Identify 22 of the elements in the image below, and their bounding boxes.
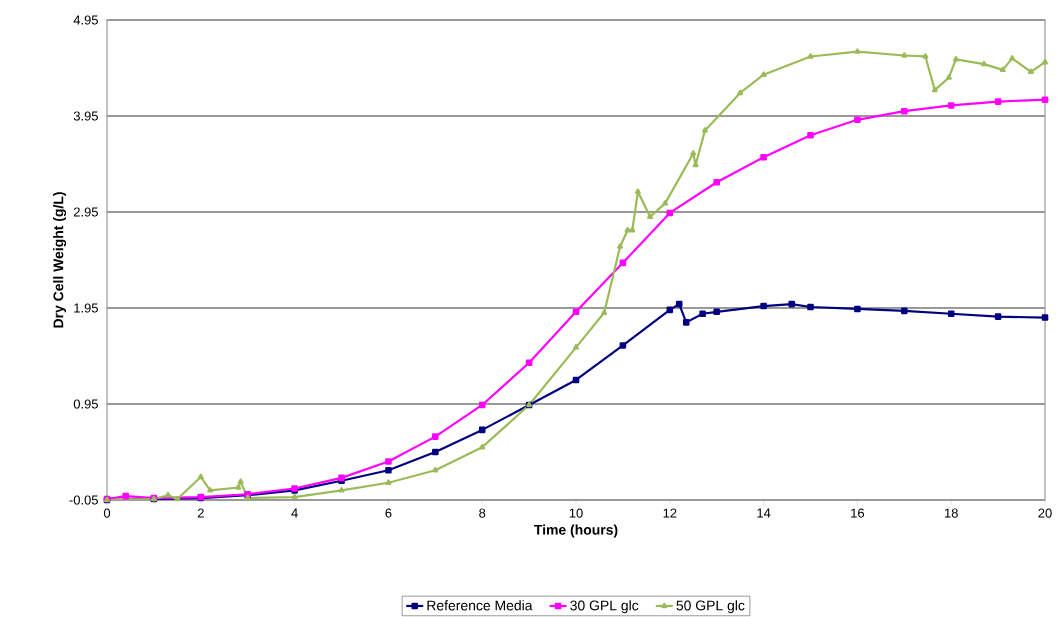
x-tick-label: 18: [944, 508, 958, 518]
x-tick-label: 16: [851, 508, 865, 518]
legend-label: 50 GPL glc: [676, 600, 745, 614]
x-tick-label: 8: [479, 508, 486, 518]
x-tick-label: 12: [663, 508, 677, 518]
y-tick-label: 3.95: [73, 111, 98, 121]
y-tick-label: 4.95: [73, 15, 98, 25]
legend-label: 30 GPL glc: [570, 600, 639, 614]
x-tick-label: 20: [1038, 508, 1052, 518]
x-tick-label: 10: [569, 508, 583, 518]
x-tick-label: 0: [103, 508, 111, 518]
x-tick-label: 2: [197, 508, 204, 518]
y-tick-label: 2.95: [73, 207, 98, 217]
x-tick-label: 6: [385, 508, 392, 518]
y-axis-title: Dry Cell Weight (g/L): [53, 192, 67, 328]
y-tick-label: 0.95: [73, 399, 98, 409]
x-axis-title: Time (hours): [534, 524, 618, 538]
y-tick-label: 1.95: [74, 303, 98, 313]
x-tick-label: 4: [291, 508, 298, 518]
x-tick-label: 14: [757, 508, 771, 518]
legend-label: Reference Media: [427, 600, 533, 611]
y-tick-label: -0.05: [69, 495, 98, 505]
